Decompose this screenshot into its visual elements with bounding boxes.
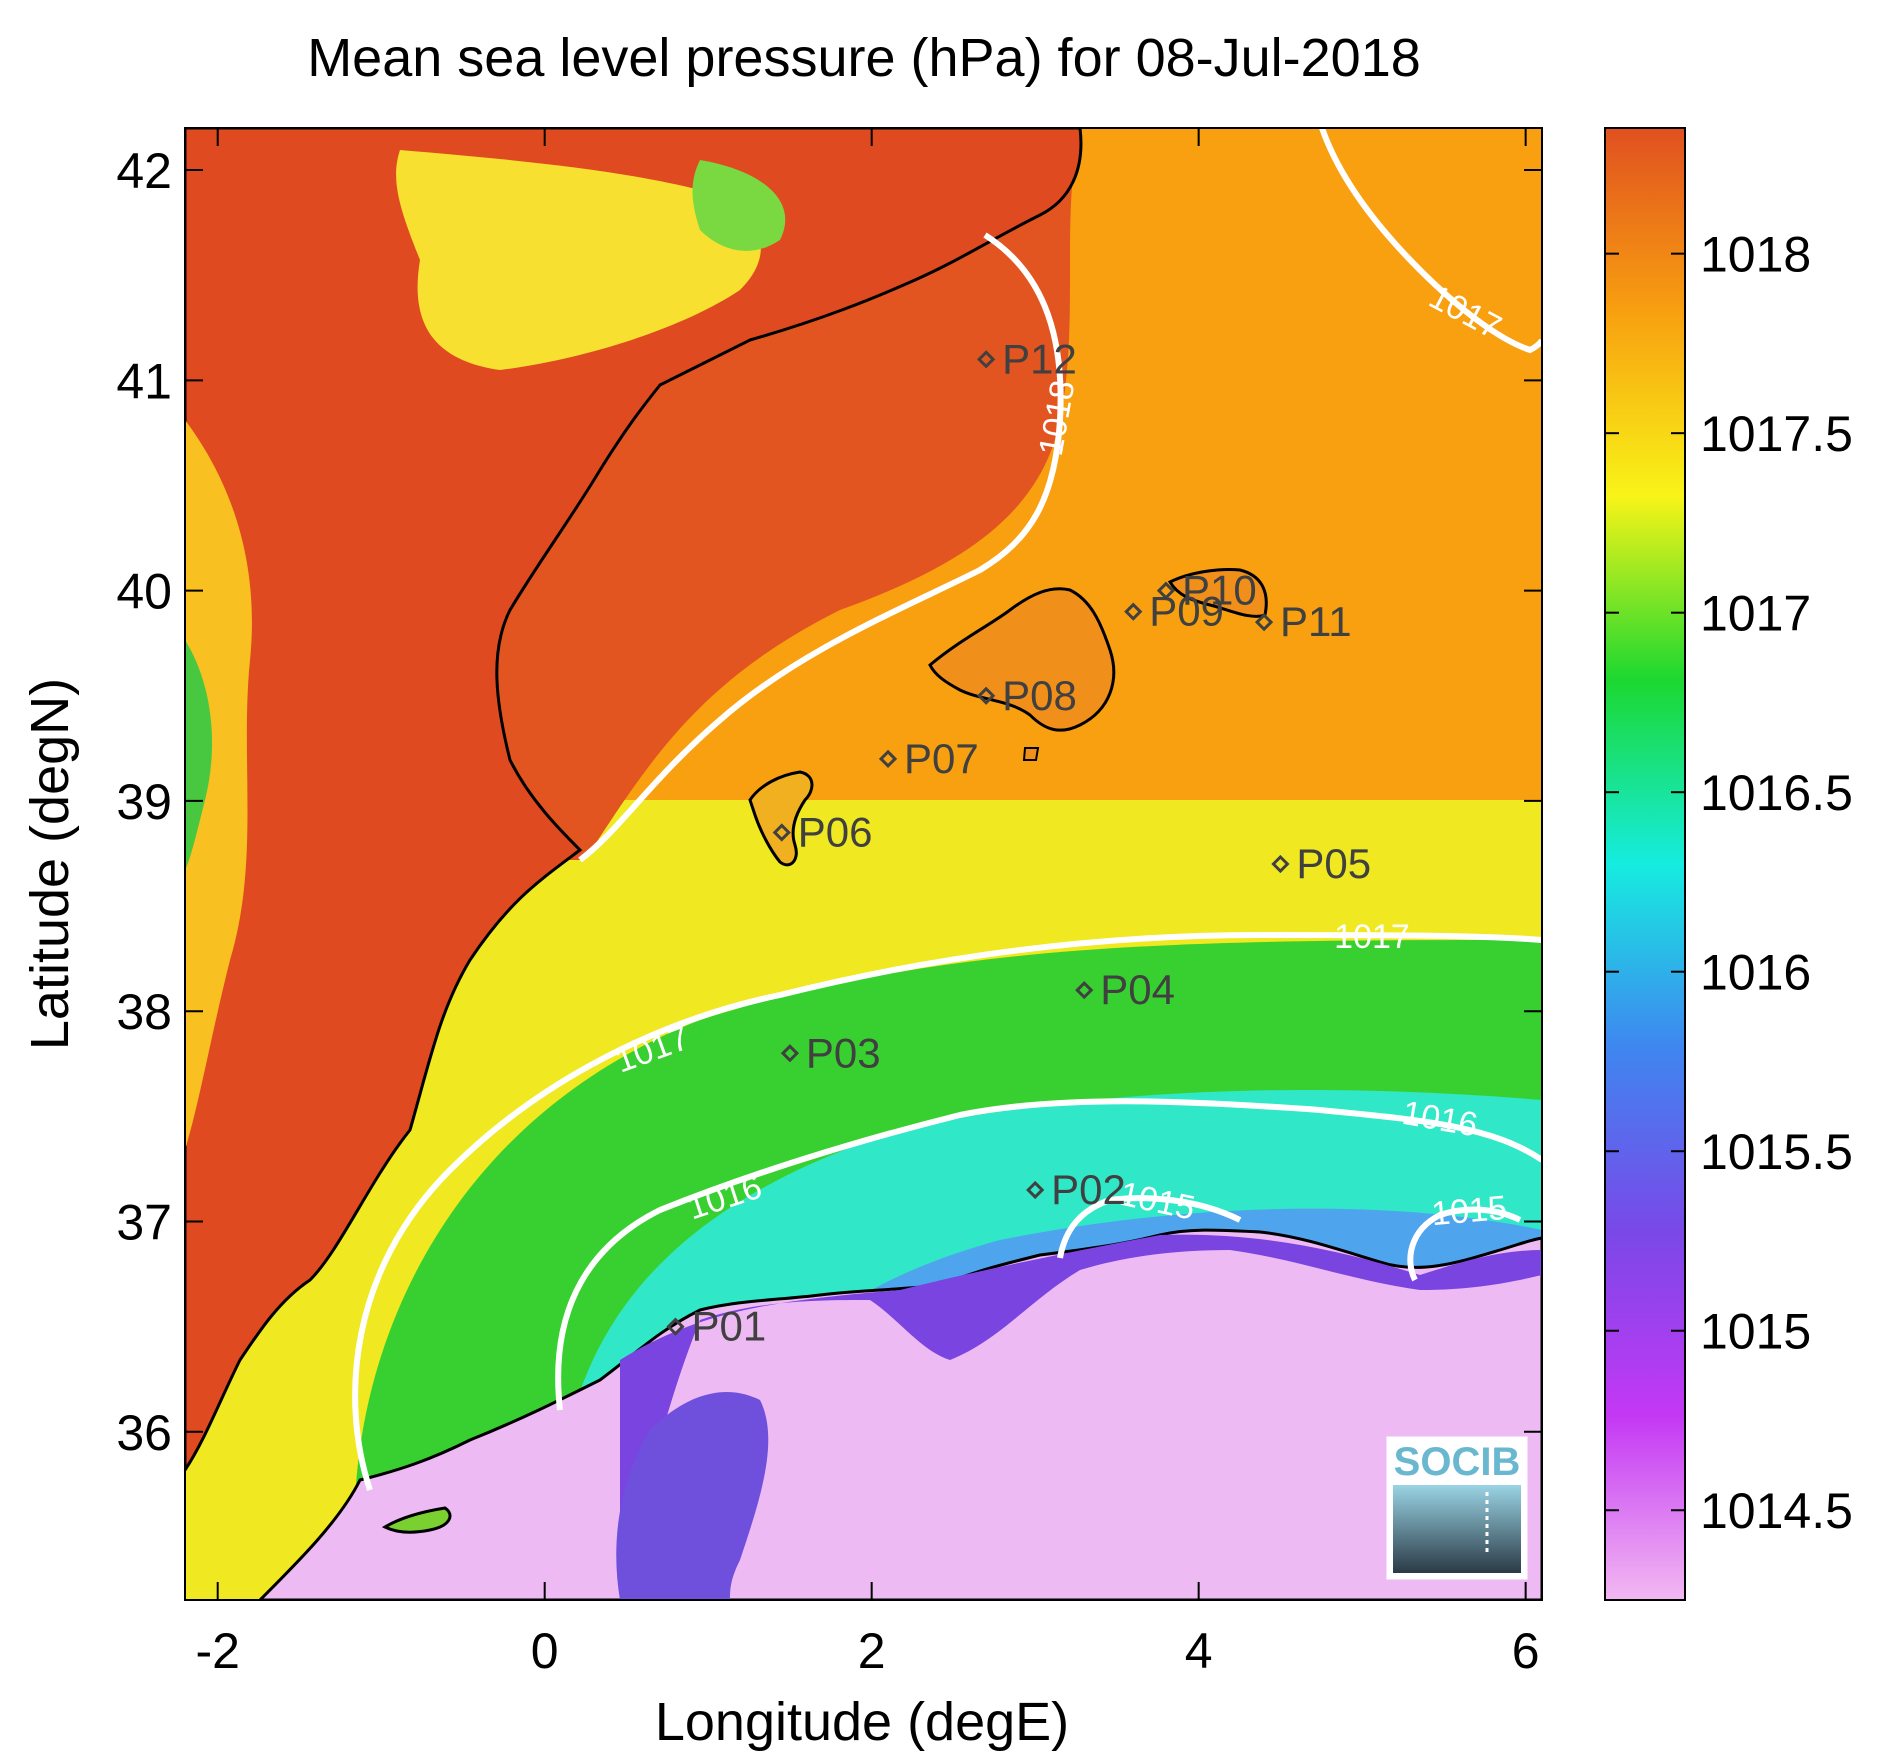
contour-label: 1015 [1430, 1189, 1509, 1233]
contour-1018 [578, 232, 1064, 863]
station-marker [1254, 613, 1274, 632]
y-axis: 36 37 38 39 40 41 42 [116, 143, 1542, 1461]
y-tick-label: 40 [116, 564, 172, 620]
colorbar-tick-label: 1018 [1700, 227, 1811, 283]
map-frame [184, 127, 1543, 1601]
station-marker [772, 823, 791, 842]
land-inland-yellow [396, 150, 761, 370]
station-marker [1271, 854, 1290, 874]
land-west-green [185, 640, 213, 870]
island-alboran [381, 1506, 452, 1534]
colorbar-tick-label: 1014.5 [1700, 1483, 1853, 1539]
station-label: P11 [1280, 598, 1352, 645]
colorbar-tick-label: 1016 [1700, 945, 1811, 1001]
station-marker [1075, 981, 1094, 1000]
x-tick-label: 6 [1512, 1623, 1540, 1679]
x-tick-label: 4 [1185, 1623, 1213, 1679]
contour-labels: 1018 1017 1017 1017 1016 1016 1015 1015 [610, 278, 1508, 1234]
station-label: P02 [1051, 1166, 1126, 1213]
map-area: 1018 1017 1017 1017 1016 1016 1015 1015 … [185, 128, 1542, 1600]
island-mallorca [928, 587, 1116, 732]
station-label: P03 [806, 1029, 881, 1076]
land-west-yellow [185, 420, 252, 1150]
station-marker [1156, 581, 1176, 600]
station-label: P12 [1002, 335, 1077, 382]
station-marker [976, 350, 996, 369]
africa-coastal-purple [620, 1234, 1542, 1600]
colorbar-tick-label: 1017 [1700, 586, 1811, 642]
station-marker [666, 1317, 685, 1336]
contours [352, 128, 1542, 1491]
x-axis: -2 0 2 4 6 [195, 128, 1540, 1679]
station-marker [878, 749, 898, 768]
contour-label: 1017 [1334, 918, 1410, 956]
contour-1015-central [1057, 1195, 1242, 1259]
station-marker [1026, 1180, 1045, 1200]
station-label: P07 [904, 735, 979, 782]
chart-title: Mean sea level pressure (hPa) for 08-Jul… [307, 28, 1421, 88]
y-tick-label: 38 [116, 984, 172, 1040]
station-label: P08 [1002, 672, 1077, 719]
colorbar-ticks: 1014.5 1015 1015.5 1016 1016.5 1017 1017.5 1018 [1605, 227, 1853, 1539]
y-tick-label: 36 [116, 1405, 172, 1461]
x-tick-label: 0 [531, 1623, 559, 1679]
y-tick-label: 37 [116, 1194, 172, 1250]
y-tick-label: 42 [116, 143, 172, 199]
colorbar [1604, 127, 1686, 1601]
socib-logo: SOCIB [1386, 1436, 1528, 1580]
x-tick-label: -2 [195, 1623, 239, 1679]
colorbar-tick-label: 1017.5 [1700, 406, 1853, 462]
station-label: P05 [1296, 840, 1371, 887]
colorbar-tick-label: 1015 [1700, 1304, 1811, 1360]
contour-1016 [555, 1098, 1542, 1411]
land-iberia [185, 128, 1083, 1473]
island-ibiza [748, 770, 814, 867]
station-label: P01 [691, 1303, 766, 1350]
station-marker [976, 686, 996, 705]
socib-logo-icon [1393, 1485, 1521, 1573]
station-label: P04 [1100, 966, 1175, 1013]
station-marker [780, 1044, 800, 1063]
station-marker [1124, 602, 1143, 621]
africa-inland-purple [616, 1391, 769, 1600]
socib-logo-text: SOCIB [1394, 1440, 1521, 1484]
colorbar-tick-label: 1016.5 [1700, 765, 1853, 821]
contour-1017-south [352, 931, 1542, 1491]
station-label: P06 [798, 808, 873, 855]
y-axis-label: Latitude (degN) [20, 678, 80, 1050]
land-inland-green [692, 160, 786, 251]
y-tick-label: 39 [116, 774, 172, 830]
x-tick-label: 2 [858, 1623, 886, 1679]
colorbar-tick-label: 1015.5 [1700, 1124, 1853, 1180]
contour-1017-northeast [1319, 128, 1542, 354]
x-axis-label: Longitude (degE) [655, 1692, 1069, 1752]
contour-1015-east [1407, 1206, 1522, 1282]
y-tick-label: 41 [116, 353, 172, 409]
station-label: P10 [1182, 567, 1257, 614]
island-cabrera [1022, 747, 1040, 761]
